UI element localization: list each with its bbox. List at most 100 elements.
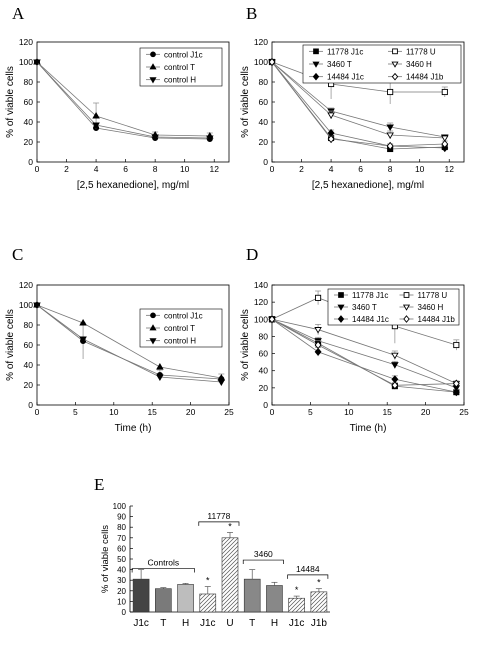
chart-b-series-3-point-1 bbox=[327, 112, 335, 120]
chart-c-xtick-label-5: 25 bbox=[224, 407, 234, 417]
chart-b-series-5-point-2 bbox=[386, 141, 394, 151]
chart-e-xtick-label-7: J1c bbox=[289, 618, 305, 629]
chart-c-ylabel: % of viable cells bbox=[5, 309, 16, 381]
chart-b-legend-marker-3 bbox=[391, 61, 399, 68]
chart-c-ytick-label-2: 40 bbox=[24, 360, 34, 370]
chart-d-series-4-point-3 bbox=[452, 388, 460, 397]
chart-d-ytick-label-0: 0 bbox=[263, 400, 268, 410]
chart-a-xtick-label-3: 6 bbox=[123, 164, 128, 174]
chart-b-legend-label-3: 3460 H bbox=[406, 60, 432, 69]
chart-d-series-2-line bbox=[271, 318, 457, 389]
chart-b-series-3-point-2 bbox=[386, 132, 394, 140]
chart-b-ylabel: % of viable cells bbox=[240, 66, 251, 138]
chart-b-series-3-line bbox=[271, 61, 445, 139]
chart-c-series-2-point-1 bbox=[79, 336, 87, 344]
chart-a-ylabel: % of viable cells bbox=[5, 66, 16, 138]
chart-e-bar-7 bbox=[288, 597, 305, 613]
chart-a-xtick-label-4: 8 bbox=[153, 164, 158, 174]
chart-b-legend-label-0: 11778 J1c bbox=[327, 47, 363, 56]
chart-e-xtick-label-5: T bbox=[249, 618, 255, 629]
chart-a-series-2-point-2 bbox=[151, 134, 159, 142]
chart-a-ytick-label-0: 0 bbox=[28, 157, 33, 167]
chart-d-xtick-label-1: 5 bbox=[308, 407, 313, 417]
chart-c-series-2-line bbox=[36, 304, 222, 383]
panel-letter-d: D bbox=[246, 245, 259, 264]
chart-c-series-1-point-1 bbox=[79, 318, 87, 326]
chart-e-bar-6 bbox=[266, 585, 283, 613]
chart-e-significance-3: * bbox=[206, 576, 210, 586]
chart-c-ytick-label-5: 100 bbox=[19, 300, 33, 310]
chart-e-group-label-0: Controls bbox=[148, 558, 180, 568]
panel-letter-b: B bbox=[246, 4, 258, 23]
chart-d-legend-marker-5 bbox=[403, 315, 410, 323]
chart-d-xtick-label-4: 20 bbox=[421, 407, 431, 417]
chart-a-legend-marker-2 bbox=[149, 77, 157, 84]
chart-b-xtick-label-0: 0 bbox=[270, 164, 275, 174]
chart-e-significance-8: * bbox=[317, 578, 321, 588]
chart-b-series-5-point-3 bbox=[441, 139, 449, 149]
chart-c-legend-marker-2 bbox=[149, 338, 157, 345]
chart-a-series-2-point-0 bbox=[33, 59, 41, 67]
chart-d-ytick-label-3: 60 bbox=[259, 349, 269, 359]
chart-b-series-2-line bbox=[271, 61, 445, 138]
chart-d-series-1-point-1 bbox=[315, 294, 322, 301]
chart-b-series-3-point-3 bbox=[441, 135, 449, 143]
chart-e-ytick-label-9: 90 bbox=[117, 513, 126, 522]
chart-e-ytick-label-10: 100 bbox=[113, 502, 127, 511]
chart-e-bar-4 bbox=[221, 537, 239, 613]
chart-c-ytick-label-6: 120 bbox=[19, 280, 33, 290]
chart-e-bar-5 bbox=[243, 578, 261, 613]
chart-e-bar-3 bbox=[199, 593, 217, 613]
chart-b-xtick-label-6: 12 bbox=[444, 164, 454, 174]
chart-a-ytick-label-3: 60 bbox=[24, 97, 34, 107]
chart-e-xtick-label-0: J1c bbox=[133, 618, 149, 629]
chart-d-ytick-label-2: 40 bbox=[259, 366, 269, 376]
chart-d-series-2-point-2 bbox=[391, 362, 399, 369]
chart-e-group-label-2: 3460 bbox=[254, 549, 273, 559]
chart-b-series-1-point-2 bbox=[387, 88, 394, 96]
chart-d-series-5-point-1 bbox=[314, 340, 322, 350]
chart-e-bar-0 bbox=[132, 578, 150, 613]
chart-d-legend bbox=[327, 288, 460, 326]
chart-e-xtick-label-6: H bbox=[271, 618, 278, 629]
chart-c-legend-label-0: control J1c bbox=[164, 311, 203, 320]
chart-b-legend-marker-1 bbox=[392, 48, 398, 55]
chart-d-ytick-label-7: 140 bbox=[254, 280, 268, 290]
chart-a-legend-marker-1 bbox=[149, 63, 157, 70]
chart-a-ytick-label-6: 120 bbox=[19, 37, 33, 47]
chart-a-legend-label-1: control T bbox=[164, 63, 195, 72]
chart-d-legend-label-0: 11778 J1c bbox=[352, 291, 388, 300]
panel-letter-c: C bbox=[12, 245, 24, 264]
chart-c-series-1-line bbox=[36, 304, 222, 379]
chart-c-ytick-label-4: 80 bbox=[24, 320, 34, 330]
chart-b-ytick-label-1: 20 bbox=[259, 137, 269, 147]
chart-d-ytick-label-1: 20 bbox=[259, 383, 269, 393]
chart-c-xtick-label-0: 0 bbox=[35, 407, 40, 417]
chart-e-group-bracket-3 bbox=[287, 574, 329, 579]
chart-a-xtick-label-5: 10 bbox=[180, 164, 190, 174]
chart-e-xtick-label-8: J1b bbox=[311, 618, 328, 629]
chart-d-legend-label-5: 14484 J1b bbox=[418, 315, 456, 324]
chart-b-legend-marker-4 bbox=[312, 72, 320, 81]
chart-e-ytick-label-6: 60 bbox=[117, 544, 126, 553]
chart-d-legend-label-3: 3460 H bbox=[418, 303, 444, 312]
chart-a-xtick-label-2: 4 bbox=[94, 164, 99, 174]
chart-e-group-label-3: 14484 bbox=[296, 564, 320, 574]
chart-b-series-1-line bbox=[271, 61, 445, 93]
chart-d-series-5-point-0 bbox=[268, 315, 276, 324]
chart-b-xtick-label-5: 10 bbox=[415, 164, 425, 174]
chart-b-ytick-label-3: 60 bbox=[259, 97, 269, 107]
chart-b-legend-marker-5 bbox=[391, 72, 399, 81]
panel-letter-e: E bbox=[94, 475, 105, 494]
chart-c-legend-marker-0 bbox=[150, 312, 156, 319]
chart-b-xtick-label-3: 6 bbox=[358, 164, 363, 174]
chart-b-series-1-point-3 bbox=[441, 88, 448, 96]
chart-b-legend-marker-2 bbox=[312, 61, 320, 68]
chart-a-series-1-point-1 bbox=[92, 111, 100, 119]
chart-b-legend-label-1: 11778 U bbox=[406, 47, 436, 56]
chart-a-series-1-line bbox=[36, 61, 210, 137]
chart-d-legend-marker-3 bbox=[402, 304, 411, 311]
chart-c-xtick-label-4: 20 bbox=[186, 407, 196, 417]
chart-d-legend-label-4: 14484 J1c bbox=[352, 315, 389, 324]
chart-c-series-2-point-2 bbox=[156, 374, 164, 382]
